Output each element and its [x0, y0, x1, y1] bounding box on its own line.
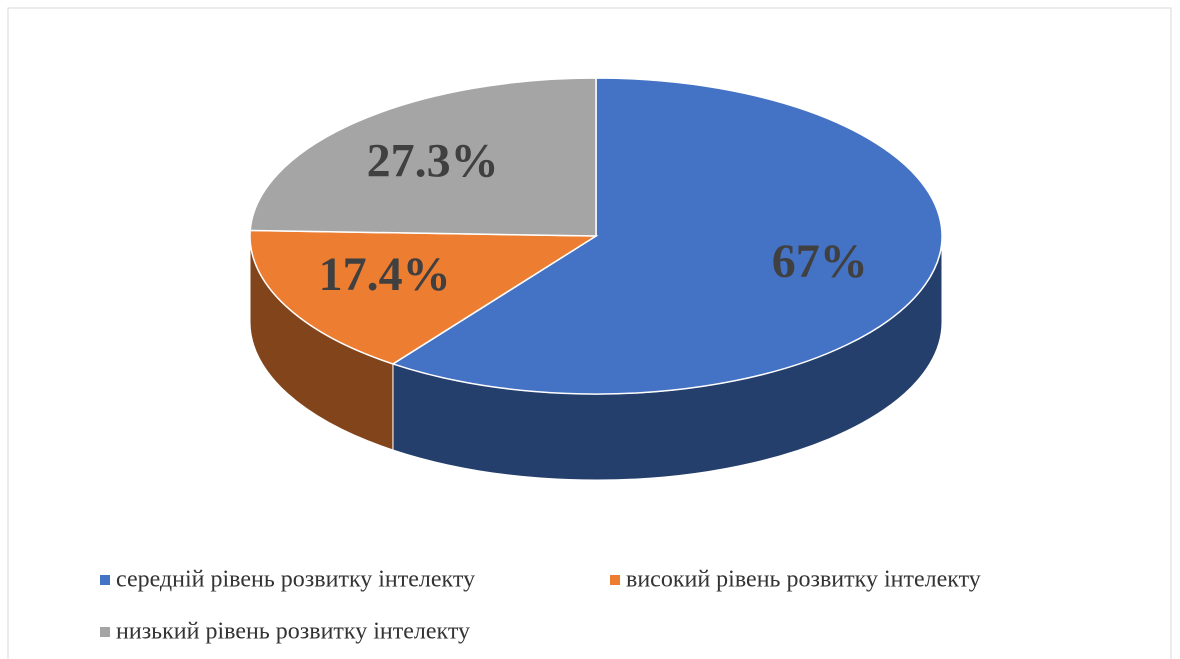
legend-swatch	[100, 627, 110, 637]
legend-label: високий рівень розвитку інтелекту	[626, 567, 981, 593]
legend-swatch	[100, 575, 110, 585]
legend-swatch	[610, 575, 620, 585]
data-label: 67%	[772, 235, 868, 288]
slice	[249, 229, 599, 365]
legend-label: низький рівень розвитку інтелекту	[116, 619, 470, 645]
legend-label: середній рівень розвитку інтелекту	[116, 567, 475, 593]
data-label: 27.3%	[367, 135, 499, 188]
slice	[391, 77, 943, 395]
data-label: 17.4%	[319, 248, 451, 301]
slice	[249, 77, 597, 237]
